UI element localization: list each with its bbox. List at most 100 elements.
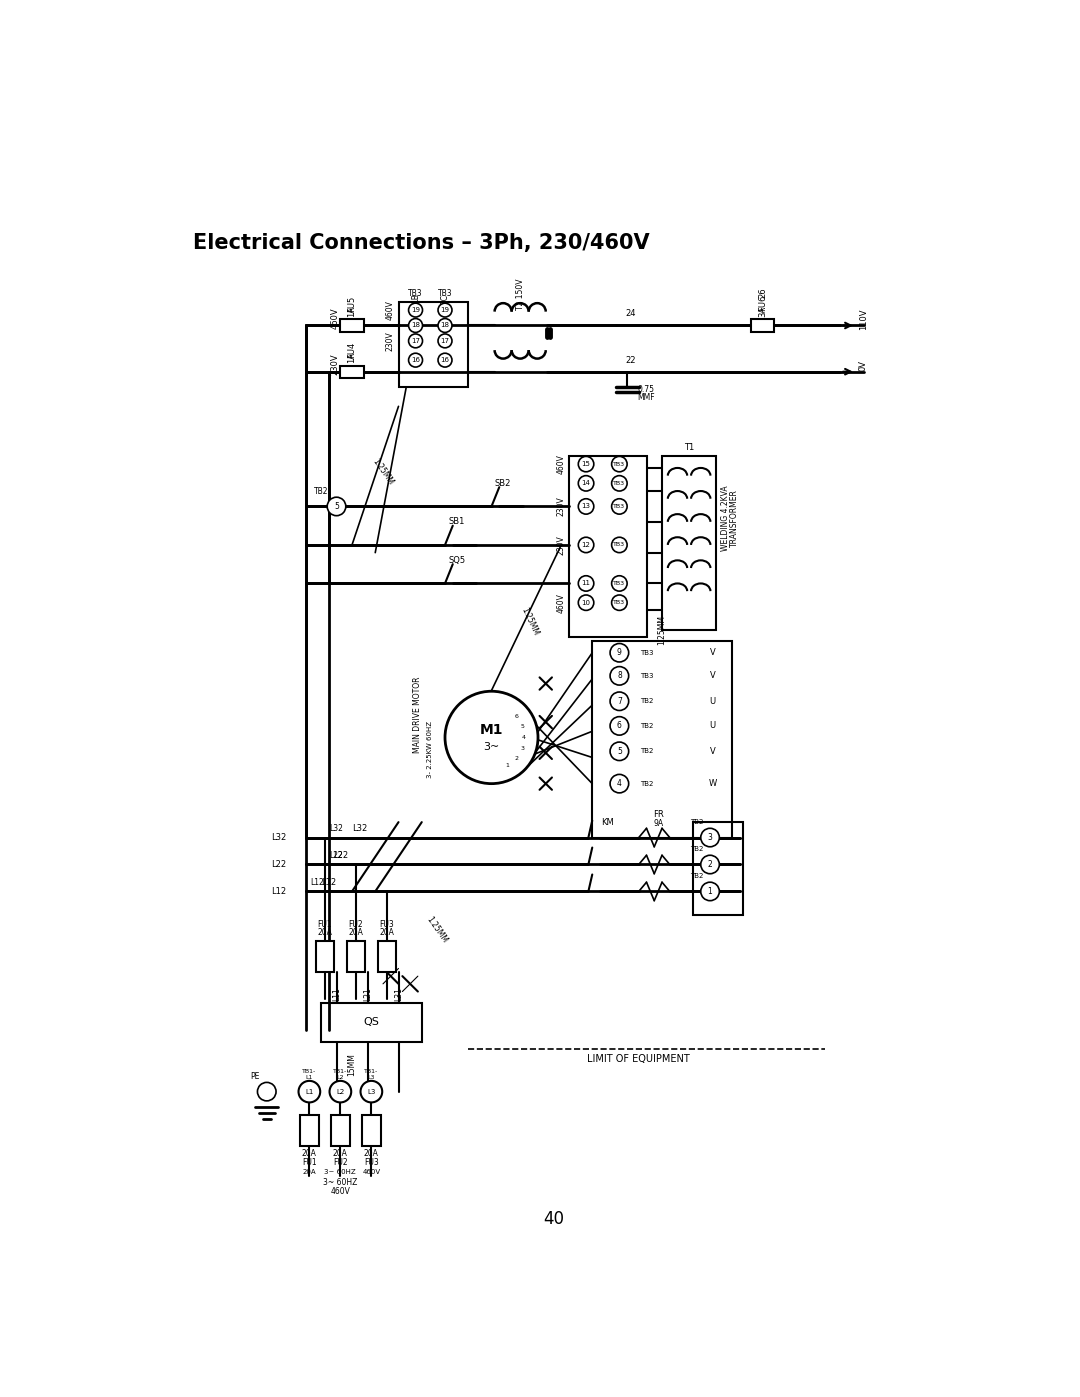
Circle shape: [578, 576, 594, 591]
Circle shape: [610, 644, 629, 662]
Text: WELDING 4.2KVA: WELDING 4.2KVA: [721, 485, 730, 550]
Text: 24: 24: [625, 310, 636, 319]
Text: Electrical Connections – 3Ph, 230/460V: Electrical Connections – 3Ph, 230/460V: [193, 233, 650, 253]
Text: LIMIT OF EQUIPMENT: LIMIT OF EQUIPMENT: [588, 1055, 690, 1065]
Text: 6: 6: [617, 721, 622, 731]
Text: 0.75: 0.75: [638, 386, 654, 394]
Text: 13: 13: [581, 503, 591, 510]
Text: 2: 2: [514, 756, 518, 761]
Circle shape: [611, 457, 627, 472]
Text: TB2: TB2: [639, 698, 653, 704]
Text: FU4: FU4: [348, 342, 356, 358]
Text: 18: 18: [411, 323, 420, 328]
Text: U: U: [710, 697, 715, 705]
Text: 0V: 0V: [859, 360, 868, 372]
Text: L31: L31: [394, 986, 403, 1000]
Circle shape: [298, 1081, 321, 1102]
Text: 4: 4: [522, 735, 526, 740]
Text: TB3: TB3: [613, 504, 625, 509]
Text: 460V: 460V: [330, 307, 339, 328]
Bar: [693, 823, 743, 915]
Text: TB2: TB2: [690, 819, 703, 826]
Text: L22: L22: [329, 851, 343, 859]
Circle shape: [578, 499, 594, 514]
Bar: [362, 1115, 380, 1146]
Text: V: V: [710, 648, 715, 657]
Text: 20A: 20A: [379, 928, 394, 937]
Text: FU5: FU5: [348, 296, 356, 312]
Text: 14: 14: [582, 481, 591, 486]
Text: 1A: 1A: [348, 306, 356, 317]
Text: KM: KM: [602, 817, 615, 827]
Text: 460V: 460V: [556, 454, 565, 474]
Text: 11: 11: [581, 580, 591, 587]
Text: TB2: TB2: [639, 749, 653, 754]
Text: 7: 7: [617, 697, 622, 705]
Text: QS: QS: [364, 1017, 379, 1027]
Circle shape: [610, 666, 629, 685]
Circle shape: [610, 692, 629, 711]
Text: 1: 1: [707, 887, 713, 895]
Text: 20A: 20A: [349, 928, 363, 937]
Text: TB3: TB3: [613, 581, 625, 585]
Text: L11: L11: [332, 986, 341, 1000]
Text: TB2: TB2: [639, 781, 653, 787]
Text: M1: M1: [480, 722, 503, 736]
Text: L32: L32: [271, 833, 286, 842]
Bar: [662, 457, 716, 630]
Text: TB2: TB2: [690, 847, 703, 852]
Text: 3~ 60HZ: 3~ 60HZ: [324, 1169, 356, 1175]
Text: 20A: 20A: [302, 1169, 316, 1175]
Circle shape: [438, 353, 451, 367]
Text: 22: 22: [625, 356, 636, 365]
Text: TRANSFORMER: TRANSFORMER: [730, 489, 740, 548]
Text: L21: L21: [363, 986, 372, 1000]
Circle shape: [611, 576, 627, 591]
Text: 12: 12: [582, 542, 591, 548]
Text: L22: L22: [271, 861, 286, 869]
Text: 15: 15: [582, 461, 591, 467]
Text: TB3: TB3: [408, 289, 423, 298]
Text: TB3: TB3: [613, 601, 625, 605]
Text: 3: 3: [707, 833, 713, 842]
Bar: [315, 942, 334, 972]
Text: 1.25MM: 1.25MM: [370, 457, 395, 486]
Text: 1.25MM: 1.25MM: [519, 606, 541, 637]
Bar: [569, 457, 647, 637]
Circle shape: [445, 692, 538, 784]
Text: 1B: 1B: [411, 293, 420, 303]
Bar: [321, 1003, 422, 1042]
Text: 15MM: 15MM: [348, 1053, 356, 1076]
Bar: [378, 942, 396, 972]
Text: FU6: FU6: [758, 295, 767, 310]
Circle shape: [701, 828, 719, 847]
Text: L2: L2: [336, 1088, 345, 1095]
Text: TB3: TB3: [613, 461, 625, 467]
Circle shape: [578, 595, 594, 610]
Circle shape: [438, 303, 451, 317]
Text: TB3: TB3: [613, 481, 625, 486]
Text: U: U: [710, 721, 715, 731]
Text: T2 150V: T2 150V: [516, 279, 526, 310]
Text: 5: 5: [617, 747, 622, 756]
Text: 19: 19: [441, 307, 449, 313]
Text: SQ5: SQ5: [448, 556, 465, 564]
Text: 17: 17: [411, 338, 420, 344]
Text: 20A: 20A: [364, 1148, 379, 1158]
Circle shape: [610, 774, 629, 793]
Text: FR: FR: [652, 810, 663, 819]
Circle shape: [408, 303, 422, 317]
Text: FU1: FU1: [302, 1158, 316, 1166]
Text: 3~: 3~: [484, 742, 500, 752]
Text: L22: L22: [333, 851, 348, 859]
Circle shape: [701, 855, 719, 873]
Text: 16: 16: [441, 358, 449, 363]
Circle shape: [578, 457, 594, 472]
Text: L3: L3: [367, 1088, 376, 1095]
Circle shape: [438, 319, 451, 332]
Bar: [340, 320, 364, 331]
Circle shape: [408, 353, 422, 367]
Text: 230V: 230V: [330, 353, 339, 374]
Text: FU3: FU3: [379, 921, 394, 929]
Text: TB3: TB3: [639, 673, 653, 679]
